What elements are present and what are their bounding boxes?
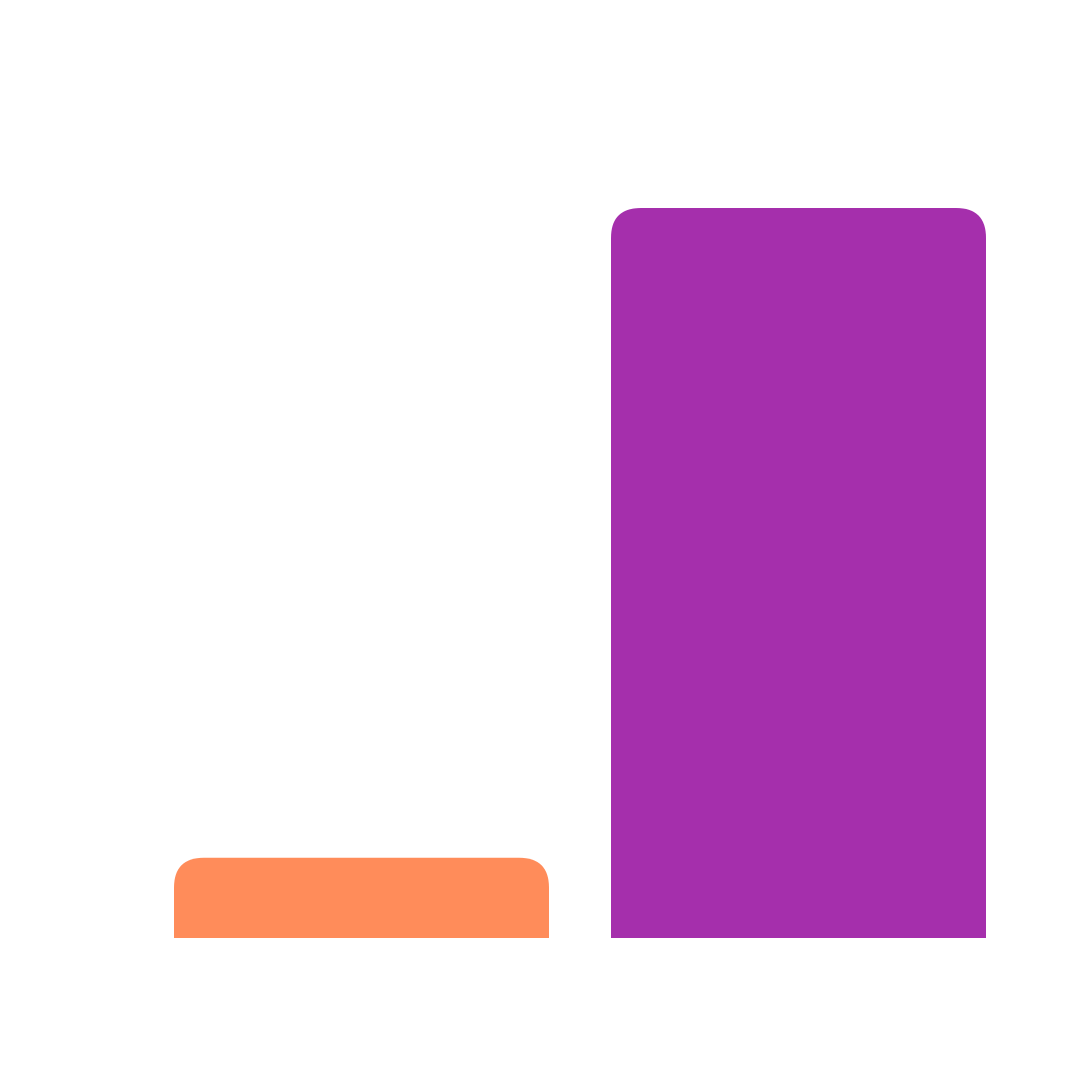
bar-2 [611,208,986,938]
bars-group [174,208,986,938]
bar-1 [174,857,549,938]
